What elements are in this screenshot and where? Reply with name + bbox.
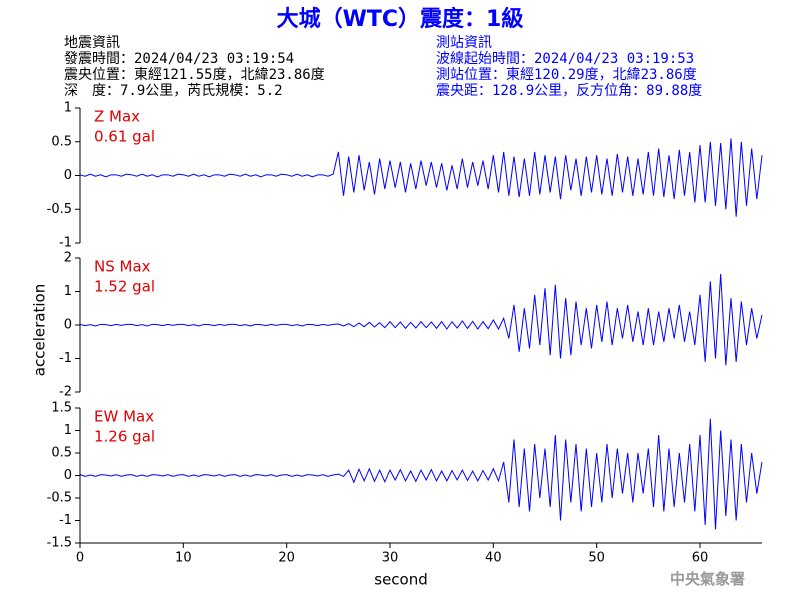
max-annotation: EW Max xyxy=(94,408,154,426)
y-axis-label: acceleration xyxy=(31,284,49,376)
x-tick-label: 40 xyxy=(485,551,502,566)
y-tick-label: -0.5 xyxy=(47,202,72,217)
footer: 中央氣象署 xyxy=(670,570,745,588)
header-left: 深 度：7.9公里，芮氏規模：5.2 xyxy=(64,82,283,99)
y-tick-label: 1.5 xyxy=(51,401,72,416)
y-tick-label: -1.5 xyxy=(47,536,72,551)
waveform xyxy=(79,138,763,217)
title: 大城（WTC）震度：1級 xyxy=(277,6,524,32)
max-annotation: 0.61 gal xyxy=(94,128,155,146)
header-left: 震央位置：東經121.55度，北緯23.86度 xyxy=(64,67,325,83)
waveform xyxy=(79,274,763,366)
y-tick-label: 1 xyxy=(64,101,72,116)
y-tick-label: -2 xyxy=(59,385,72,400)
x-axis-label: second xyxy=(374,571,428,589)
y-tick-label: 0 xyxy=(64,318,72,333)
y-tick-label: 0 xyxy=(64,168,72,183)
max-annotation: Z Max xyxy=(94,108,140,126)
y-tick-label: 0 xyxy=(64,468,72,483)
max-annotation: 1.26 gal xyxy=(94,428,155,446)
header-right: 測站位置：東經120.29度，北緯23.86度 xyxy=(436,67,697,83)
header-right: 波線起始時間：2024/04/23 03:19:53 xyxy=(436,51,694,67)
x-tick-label: 10 xyxy=(175,551,192,566)
header-left: 發震時間：2024/04/23 03:19:54 xyxy=(64,51,294,67)
y-tick-label: 0.5 xyxy=(51,134,72,149)
y-tick-label: 1 xyxy=(64,284,72,299)
header-left: 地震資訊 xyxy=(64,35,120,51)
x-tick-label: 20 xyxy=(278,551,295,566)
y-tick-label: -1 xyxy=(59,351,72,366)
y-tick-label: 1 xyxy=(64,423,72,438)
y-tick-label: 2 xyxy=(64,251,72,266)
x-tick-label: 30 xyxy=(382,551,399,566)
header-right: 測站資訊 xyxy=(436,35,492,51)
y-tick-label: 0.5 xyxy=(51,446,72,461)
x-tick-label: 0 xyxy=(76,551,84,566)
y-tick-label: -1 xyxy=(59,236,72,251)
x-tick-label: 60 xyxy=(692,551,709,566)
waveform xyxy=(79,418,763,530)
max-annotation: NS Max xyxy=(94,258,151,276)
y-tick-label: -1 xyxy=(59,513,72,528)
header-right: 震央距：128.9公里，反方位角：89.88度 xyxy=(436,83,702,99)
max-annotation: 1.52 gal xyxy=(94,278,155,296)
x-tick-label: 50 xyxy=(588,551,605,566)
y-tick-label: -0.5 xyxy=(47,491,72,506)
